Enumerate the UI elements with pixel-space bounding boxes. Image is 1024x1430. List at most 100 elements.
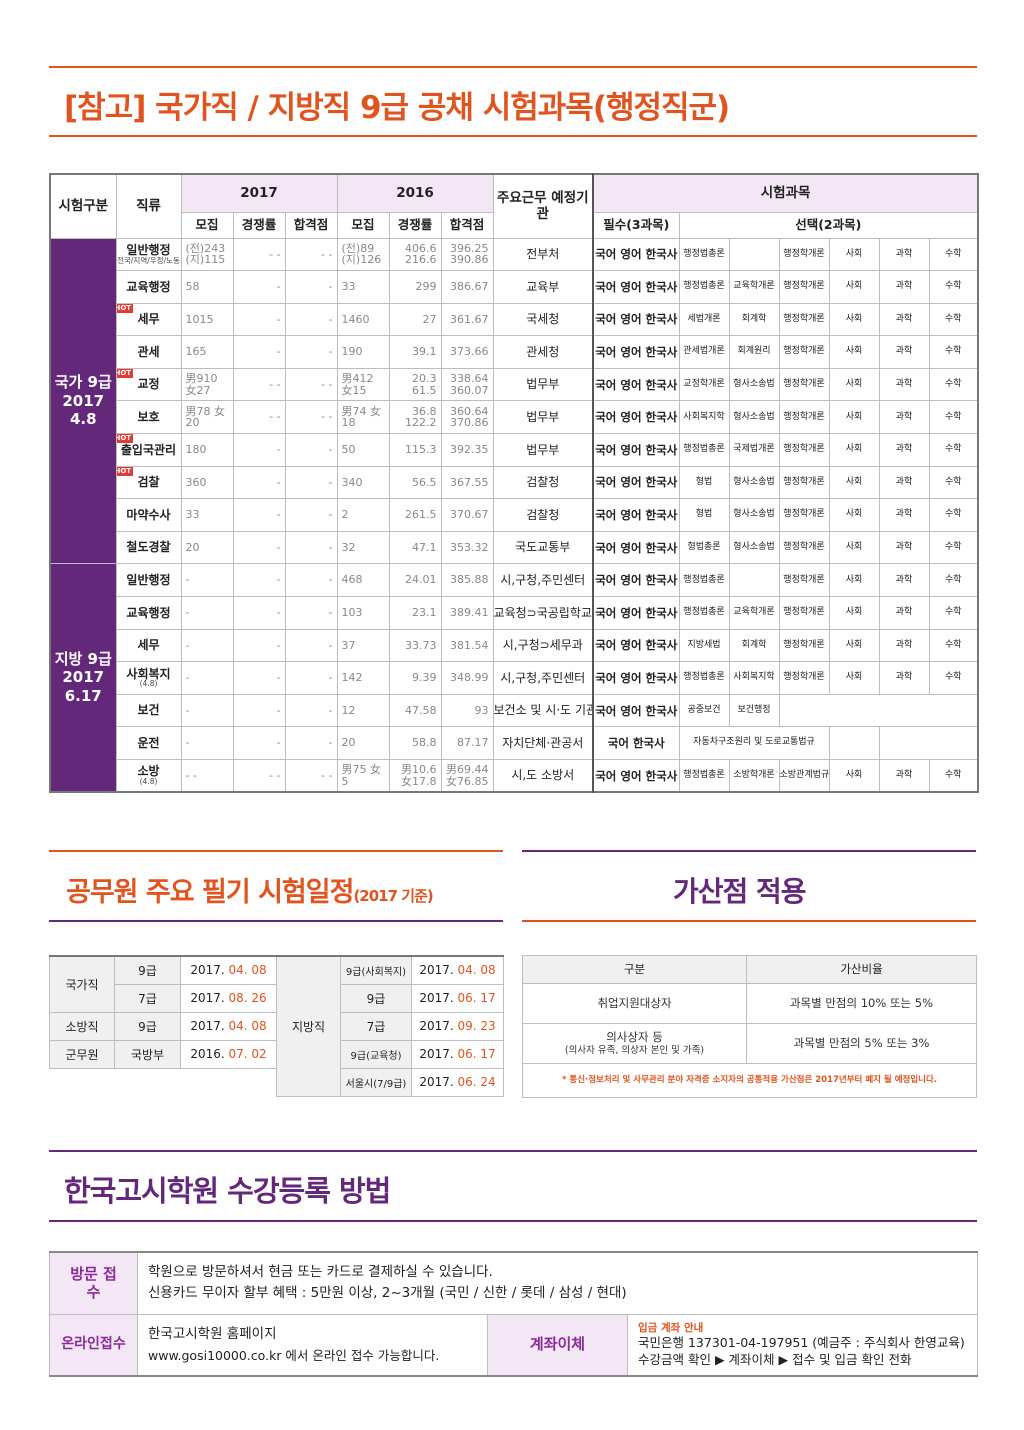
optional-subject: 행정학개론 xyxy=(778,628,830,663)
optional-subject: 형법 xyxy=(678,498,730,532)
national-category: 국가 9급 2017 4.8 xyxy=(49,237,117,565)
transfer-label: 계좌이체 xyxy=(487,1313,628,1377)
optional-subject: 소방학개론 xyxy=(728,759,780,793)
required-subjects: 국어 영어 한국사 xyxy=(592,759,680,793)
job-name: 검찰 xyxy=(137,475,160,490)
schedule-cat: 국가직 xyxy=(49,955,115,1013)
stat-r17: - - xyxy=(180,759,234,793)
stat-p17: - xyxy=(284,628,338,663)
stat-p17: - - xyxy=(284,367,338,402)
stat-r17: 58 xyxy=(180,270,234,304)
optional-subject: 수학 xyxy=(928,465,979,500)
optional-subject: 과학 xyxy=(878,237,930,272)
stat-r17: 360 xyxy=(180,465,234,500)
job-cell: 사회복지 (4.8) xyxy=(115,661,182,695)
optional-subject: 자동차구조원리 및 도로교통법규 xyxy=(678,726,830,760)
bonus-r2-value: 과목별 만점의 5% 또는 3% xyxy=(746,1023,977,1064)
agency-cell: 법무부 xyxy=(492,400,594,435)
stat-r17: 1015 xyxy=(180,302,234,337)
bonus-col1: 구분 xyxy=(522,955,747,984)
optional-subject: 수학 xyxy=(928,530,979,565)
stat-p16: 93 xyxy=(440,693,494,728)
stat-c17: - xyxy=(232,563,286,598)
optional-subject: 수학 xyxy=(928,563,979,598)
stat-c17: - - xyxy=(232,400,286,435)
table-header-row: 구분 가산비율 xyxy=(522,955,977,984)
optional-subject: 지방세법 xyxy=(678,628,730,663)
table-row: 지방 9급 2017 6.17 일반행정 - - -468 24.01 385.88 시,구청… xyxy=(49,563,979,793)
job-name: 마약수사 xyxy=(126,507,171,522)
stat-c17: - xyxy=(232,661,286,695)
optional-subject: 과학 xyxy=(878,596,930,630)
schedule-grade: 7급 xyxy=(340,1011,412,1041)
table-row: HOT 세무 1015- -1460 27 361.67 국세청 국어 영어 한국사 세법개론 회… xyxy=(50,302,979,337)
table-row: HOT 검찰 360- -340 56.5 367.55 검찰청 국어 영어 한국사 형법 형사소… xyxy=(50,465,979,500)
table-row: 취업지원대상자 과목별 만점의 10% 또는 5% xyxy=(522,983,977,1024)
section2-top-rule xyxy=(49,850,503,852)
stat-c16: 47.58 xyxy=(388,693,442,728)
optional-subject: 수학 xyxy=(928,759,979,793)
table-row: 군무원 국방부 2016. 07. 02 xyxy=(49,1039,277,1069)
schedule-date: 2017. 06. 17 xyxy=(411,983,504,1013)
optional-subject: 형법 xyxy=(678,465,730,500)
job-name: 사회복지 xyxy=(126,666,171,681)
table-row: 소방직 9급 2017. 04. 08 xyxy=(49,1011,277,1041)
required-subjects: 국어 영어 한국사 xyxy=(592,628,680,663)
table-row: 관세 165- -190 39.1 373.66 관세청 국어 영어 한국사 관세법개론 회계원… xyxy=(50,335,979,369)
optional-subject: 사회 xyxy=(828,563,880,598)
required-subjects: 국어 영어 한국사 xyxy=(592,661,680,695)
optional-subject xyxy=(728,563,780,598)
optional-subject: 사회 xyxy=(828,367,880,402)
stat-p16: 396.25 390.86 xyxy=(440,237,494,272)
stat-c16: 24.01 xyxy=(388,563,442,598)
stat-p17: - - xyxy=(284,237,338,272)
stat-r16: 男74 女18 xyxy=(336,400,390,435)
table-row: 서울시(7/9급) 2017. 06. 24 xyxy=(277,1067,504,1097)
job-cell: 운전 xyxy=(115,726,182,760)
optional-subject: 행정법총론 xyxy=(678,661,730,695)
stat-c17: - xyxy=(232,270,286,304)
stat-p17: - xyxy=(284,302,338,337)
job-cell: 일반행정 전국/지역/우정/노동 xyxy=(115,237,182,272)
online-url[interactable]: www.gosi10000.co.kr 에서 온라인 접수 가능합니다. xyxy=(148,1347,440,1363)
optional-subject: 사회복지학 xyxy=(678,400,730,435)
optional-subject: 과학 xyxy=(878,530,930,565)
table-row: 철도경찰 20- -32 47.1 353.32 국도교통부 국어 영어 한국사 형법총론 형사… xyxy=(50,530,979,565)
optional-subject: 행정법총론 xyxy=(678,433,730,467)
stat-p17: - - xyxy=(284,400,338,435)
optional-subject: 행정학개론 xyxy=(778,302,830,337)
job-name: 교육행정 xyxy=(126,605,171,620)
optional-subject: 국제법개론 xyxy=(728,433,780,467)
agency-cell: 법무부 xyxy=(492,367,594,402)
agency-cell: 자치단체·관공서 xyxy=(492,726,594,760)
optional-subject: 수학 xyxy=(928,596,979,630)
optional-subject: 행정법총론 xyxy=(678,563,730,598)
stat-c17: - xyxy=(232,302,286,337)
optional-subject: 관세법개론 xyxy=(678,335,730,369)
section1-top-rule xyxy=(49,66,977,68)
table-row: 세무 - - -37 33.73 381.54 시,구청⊃세무과 국어 영어 한국사 지방세법 회… xyxy=(50,628,979,663)
section4-top-rule xyxy=(49,1150,977,1152)
optional-subject: 과학 xyxy=(878,628,930,663)
local-category: 지방 9급 2017 6.17 xyxy=(49,563,117,793)
stat-r16: 男75 女5 xyxy=(336,759,390,793)
optional-subject: 세법개론 xyxy=(678,302,730,337)
optional-subject: 행정법총론 xyxy=(678,237,730,272)
optional-subject: 수학 xyxy=(928,498,979,532)
schedule-date: 2017. 09. 23 xyxy=(411,1011,504,1041)
agency-cell: 국세청 xyxy=(492,302,594,337)
optional-subject: 회계학 xyxy=(728,628,780,663)
optional-subject: 행정학개론 xyxy=(778,433,830,467)
table-row: 7급 2017. 08. 26 xyxy=(50,983,277,1013)
stat-p17: - xyxy=(284,498,338,532)
stat-c16: 56.5 xyxy=(388,465,442,500)
header-2016: 2016 xyxy=(336,173,494,213)
stat-p17: - xyxy=(284,563,338,598)
optional-subject: 행정법총론 xyxy=(678,596,730,630)
stat-p16: 367.55 xyxy=(440,465,494,500)
stat-r17: 33 xyxy=(180,498,234,532)
optional-subject: 과학 xyxy=(878,367,930,402)
agency-cell: 검찰청 xyxy=(492,498,594,532)
job-name: 세무 xyxy=(137,638,160,653)
header-required: 필수(3과목) xyxy=(592,211,680,239)
